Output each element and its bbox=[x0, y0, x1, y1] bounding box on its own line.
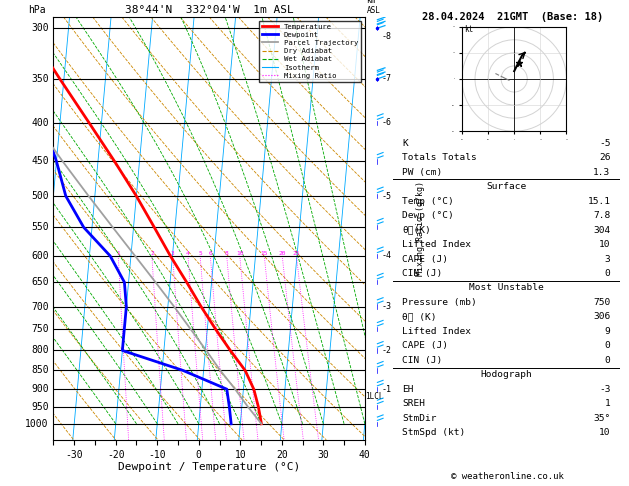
Text: © weatheronline.co.uk: © weatheronline.co.uk bbox=[452, 472, 564, 481]
Text: -8: -8 bbox=[382, 32, 392, 41]
Text: EH: EH bbox=[402, 385, 414, 394]
Text: -2: -2 bbox=[382, 346, 392, 355]
Text: 0: 0 bbox=[604, 269, 611, 278]
Text: 35°: 35° bbox=[593, 414, 611, 423]
Text: Most Unstable: Most Unstable bbox=[469, 283, 543, 293]
Text: 3: 3 bbox=[604, 255, 611, 263]
Text: CIN (J): CIN (J) bbox=[402, 356, 442, 365]
Text: θᴇ(K): θᴇ(K) bbox=[402, 226, 431, 235]
Text: 800: 800 bbox=[31, 346, 49, 355]
Text: 10: 10 bbox=[236, 251, 243, 256]
Text: K: K bbox=[402, 139, 408, 148]
Text: 8: 8 bbox=[225, 251, 228, 256]
Text: 26: 26 bbox=[599, 153, 611, 162]
Text: 7.8: 7.8 bbox=[593, 211, 611, 220]
Legend: Temperature, Dewpoint, Parcel Trajectory, Dry Adiabat, Wet Adiabat, Isotherm, Mi: Temperature, Dewpoint, Parcel Trajectory… bbox=[259, 20, 361, 82]
Text: CIN (J): CIN (J) bbox=[402, 269, 442, 278]
Text: 306: 306 bbox=[593, 312, 611, 321]
Text: 650: 650 bbox=[31, 277, 49, 287]
Text: StmDir: StmDir bbox=[402, 414, 437, 423]
Text: 20: 20 bbox=[279, 251, 286, 256]
Text: 10: 10 bbox=[599, 240, 611, 249]
Text: 25: 25 bbox=[292, 251, 300, 256]
Text: kt: kt bbox=[465, 25, 474, 34]
Title: 38°44'N  332°04'W  1m ASL: 38°44'N 332°04'W 1m ASL bbox=[125, 5, 294, 15]
Text: -6: -6 bbox=[382, 118, 392, 127]
Text: 15: 15 bbox=[260, 251, 268, 256]
Text: 2: 2 bbox=[150, 251, 153, 256]
Text: 750: 750 bbox=[31, 324, 49, 334]
Text: θᴇ (K): θᴇ (K) bbox=[402, 312, 437, 321]
Text: Dewp (°C): Dewp (°C) bbox=[402, 211, 454, 220]
Text: 3: 3 bbox=[171, 251, 174, 256]
Text: Totals Totals: Totals Totals bbox=[402, 153, 477, 162]
Text: hPa: hPa bbox=[28, 5, 46, 15]
Text: CAPE (J): CAPE (J) bbox=[402, 255, 448, 263]
Text: -1: -1 bbox=[382, 385, 392, 394]
Text: 1.3: 1.3 bbox=[593, 168, 611, 177]
Text: 350: 350 bbox=[31, 74, 49, 84]
Text: -7: -7 bbox=[382, 74, 392, 83]
Text: PW (cm): PW (cm) bbox=[402, 168, 442, 177]
X-axis label: Dewpoint / Temperature (°C): Dewpoint / Temperature (°C) bbox=[118, 462, 300, 472]
Text: 450: 450 bbox=[31, 156, 49, 166]
Text: 5: 5 bbox=[198, 251, 202, 256]
Text: CAPE (J): CAPE (J) bbox=[402, 341, 448, 350]
Text: 1LCL: 1LCL bbox=[365, 392, 384, 401]
Text: 850: 850 bbox=[31, 365, 49, 375]
Text: 28.04.2024  21GMT  (Base: 18): 28.04.2024 21GMT (Base: 18) bbox=[422, 12, 603, 22]
Text: 0: 0 bbox=[604, 341, 611, 350]
Text: Mixing Ratio (g/kg): Mixing Ratio (g/kg) bbox=[416, 181, 425, 276]
Text: 400: 400 bbox=[31, 118, 49, 128]
Text: 9: 9 bbox=[604, 327, 611, 336]
Text: 15.1: 15.1 bbox=[587, 197, 611, 206]
Text: SREH: SREH bbox=[402, 399, 425, 408]
Text: 10: 10 bbox=[599, 428, 611, 437]
Text: 304: 304 bbox=[593, 226, 611, 235]
Text: -5: -5 bbox=[382, 191, 392, 201]
Text: Temp (°C): Temp (°C) bbox=[402, 197, 454, 206]
Text: -3: -3 bbox=[599, 385, 611, 394]
Text: Lifted Index: Lifted Index bbox=[402, 240, 471, 249]
Text: 750: 750 bbox=[593, 298, 611, 307]
Text: Pressure (mb): Pressure (mb) bbox=[402, 298, 477, 307]
Text: -4: -4 bbox=[382, 251, 392, 260]
Text: 0: 0 bbox=[604, 356, 611, 365]
Text: Surface: Surface bbox=[486, 182, 526, 191]
Text: 900: 900 bbox=[31, 384, 49, 394]
Text: 950: 950 bbox=[31, 402, 49, 412]
Text: 500: 500 bbox=[31, 191, 49, 201]
Text: 4: 4 bbox=[186, 251, 190, 256]
Text: -5: -5 bbox=[599, 139, 611, 148]
Text: Lifted Index: Lifted Index bbox=[402, 327, 471, 336]
Text: 700: 700 bbox=[31, 302, 49, 312]
Text: StmSpd (kt): StmSpd (kt) bbox=[402, 428, 465, 437]
Text: 1: 1 bbox=[604, 399, 611, 408]
Text: 6: 6 bbox=[208, 251, 212, 256]
Text: 550: 550 bbox=[31, 222, 49, 232]
Text: 300: 300 bbox=[31, 23, 49, 33]
Text: 1: 1 bbox=[116, 251, 120, 256]
Text: 1000: 1000 bbox=[25, 419, 49, 429]
Text: -3: -3 bbox=[382, 302, 392, 311]
Text: 600: 600 bbox=[31, 251, 49, 261]
Text: km
ASL: km ASL bbox=[366, 0, 381, 15]
Text: Hodograph: Hodograph bbox=[481, 370, 532, 379]
